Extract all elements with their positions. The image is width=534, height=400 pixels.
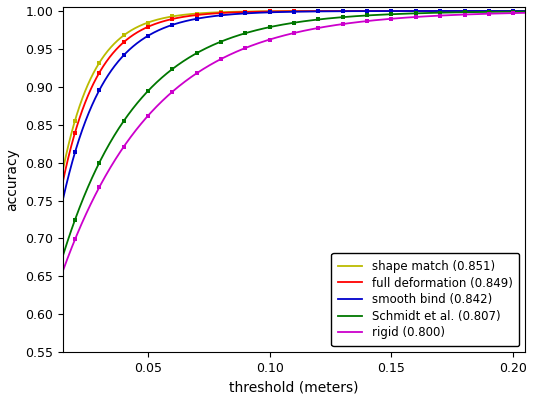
full deformation (0.849)	[263, 9, 270, 14]
rigid (0.800)	[60, 269, 66, 274]
shape match (0.851)	[107, 46, 113, 50]
full deformation (0.849)	[420, 8, 427, 13]
full deformation (0.849)	[429, 8, 435, 13]
smooth bind (0.842)	[420, 8, 427, 13]
Schmidt et al. (0.807)	[60, 254, 66, 258]
Schmidt et al. (0.807)	[420, 11, 427, 16]
smooth bind (0.842)	[60, 198, 66, 202]
Line: smooth bind (0.842): smooth bind (0.842)	[63, 11, 525, 200]
shape match (0.851)	[247, 9, 253, 14]
rigid (0.800)	[420, 14, 427, 19]
smooth bind (0.842)	[522, 8, 529, 13]
Line: full deformation (0.849): full deformation (0.849)	[63, 11, 525, 182]
full deformation (0.849)	[60, 180, 66, 184]
rigid (0.800)	[522, 10, 529, 15]
smooth bind (0.842)	[429, 8, 435, 13]
rigid (0.800)	[107, 166, 113, 170]
shape match (0.851)	[60, 168, 66, 173]
rigid (0.800)	[429, 14, 435, 18]
Schmidt et al. (0.807)	[263, 25, 270, 30]
smooth bind (0.842)	[247, 11, 253, 16]
X-axis label: threshold (meters): threshold (meters)	[230, 380, 359, 394]
shape match (0.851)	[377, 8, 383, 13]
Schmidt et al. (0.807)	[107, 140, 113, 145]
full deformation (0.849)	[107, 54, 113, 59]
smooth bind (0.842)	[263, 10, 270, 15]
Schmidt et al. (0.807)	[522, 9, 529, 14]
Line: Schmidt et al. (0.807): Schmidt et al. (0.807)	[63, 12, 525, 256]
shape match (0.851)	[522, 8, 529, 13]
Schmidt et al. (0.807)	[429, 10, 435, 15]
Line: rigid (0.800): rigid (0.800)	[63, 13, 525, 271]
rigid (0.800)	[247, 44, 253, 49]
full deformation (0.849)	[247, 10, 253, 14]
shape match (0.851)	[429, 8, 435, 13]
full deformation (0.849)	[522, 8, 529, 13]
Schmidt et al. (0.807)	[247, 30, 253, 34]
shape match (0.851)	[263, 9, 270, 14]
Line: shape match (0.851): shape match (0.851)	[63, 11, 525, 170]
Schmidt et al. (0.807)	[377, 12, 383, 17]
rigid (0.800)	[377, 17, 383, 22]
full deformation (0.849)	[377, 8, 383, 13]
smooth bind (0.842)	[107, 70, 113, 75]
Legend: shape match (0.851), full deformation (0.849), smooth bind (0.842), Schmidt et a: shape match (0.851), full deformation (0…	[332, 253, 520, 346]
Y-axis label: accuracy: accuracy	[5, 148, 20, 211]
rigid (0.800)	[263, 38, 270, 43]
smooth bind (0.842)	[377, 9, 383, 14]
shape match (0.851)	[420, 8, 427, 13]
